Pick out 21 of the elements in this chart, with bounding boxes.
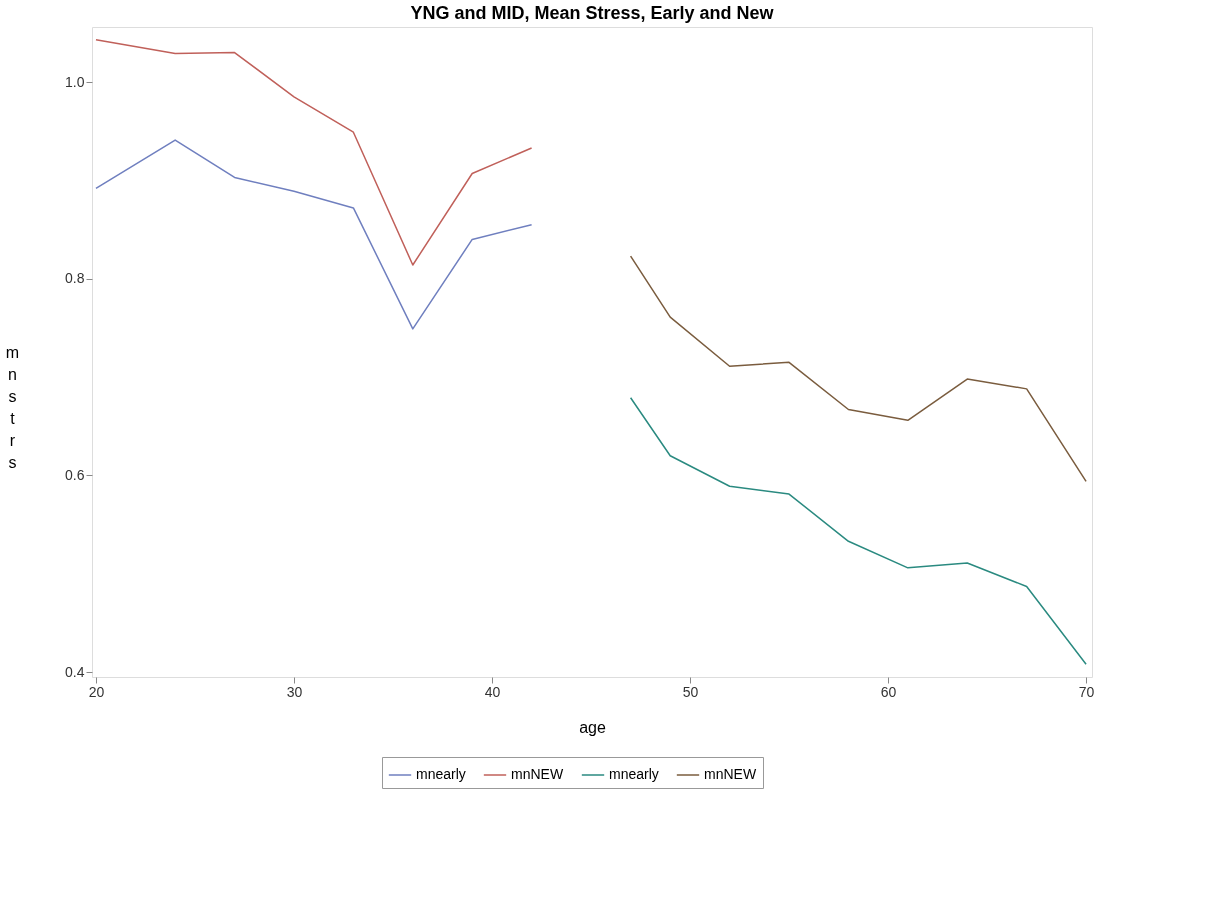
line-series	[629, 255, 1087, 483]
x-axis-title: age	[579, 718, 606, 736]
chart-title: YNG and MID, Mean Stress, Early and New	[410, 3, 775, 23]
legend-label: mnNEW	[704, 766, 757, 782]
x-tick-label: 40	[484, 683, 501, 700]
line-series	[629, 396, 1087, 665]
y-tick-label: 0.6	[65, 466, 85, 483]
legend-label: mnNEW	[511, 766, 564, 782]
y-tick-label: 0.4	[65, 663, 85, 680]
legend-label: mnearly	[416, 766, 466, 782]
x-tick-label: 30	[286, 683, 303, 700]
y-tick-label: 0.8	[65, 270, 85, 287]
y-tick-label: 1.0	[65, 73, 85, 90]
line-series	[95, 139, 533, 330]
y-axis-title: mnstrs	[5, 343, 20, 471]
line-series	[95, 39, 533, 266]
x-tick-label: 60	[880, 683, 897, 700]
x-tick-label: 70	[1078, 683, 1095, 700]
x-tick-label: 50	[682, 683, 699, 700]
legend-label: mnearly	[609, 766, 659, 782]
x-tick-label: 20	[88, 683, 105, 700]
